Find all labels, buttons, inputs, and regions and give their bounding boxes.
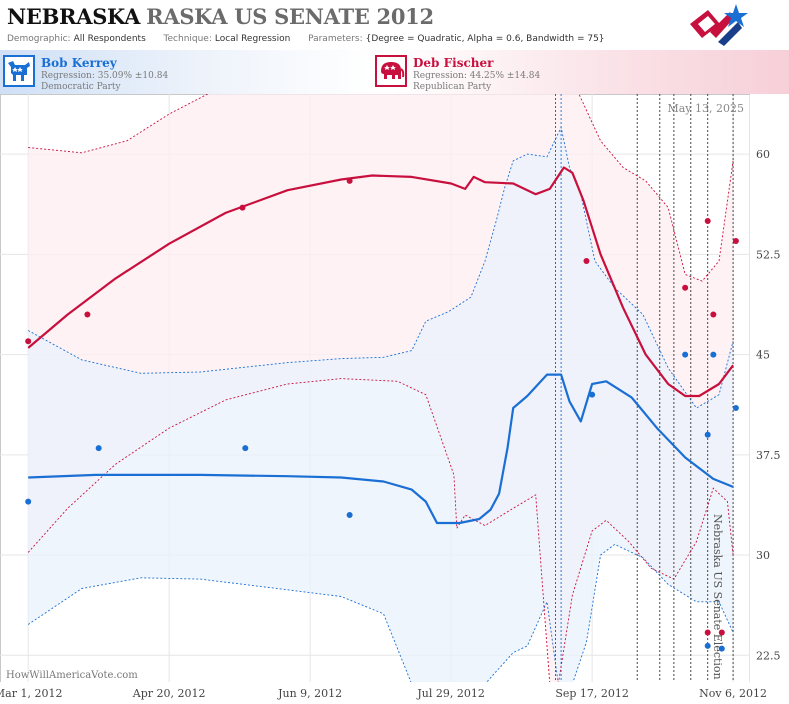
poll-chart: 22.5 30 37.5 45 52.5 60 Mar 1, 2012 Apr 20, 201… [0,94,781,700]
date-label: May 13, 2025 [667,102,744,115]
x-tick-label: Jul 29, 2012 [416,687,485,700]
poll-point-rep [710,311,717,318]
upper-bound-dem [27,126,734,409]
page-title: NEBRASKA RASKA US SENATE 2012 [7,4,434,29]
lower-bound-dem [27,543,734,682]
candidate-party: Democratic Party [41,82,121,92]
x-tick-label: Jun 9, 2012 [277,687,342,700]
plot-area [0,94,750,682]
trend-line-dem [28,373,734,525]
candidate-party: Republican Party [413,82,492,92]
poll-point-rep [25,338,32,345]
elephant-icon [375,55,407,87]
candidate-regression: Regression: 35.09% ±10.84 [41,71,169,81]
poll-point-rep [718,629,725,636]
poll-point-rep [239,204,246,211]
y-tick-label: 22.5 [756,649,781,662]
y-tick-label: 37.5 [756,449,781,462]
poll-point-dem [682,351,689,358]
chart-title: Nebraska US Senate Election [711,514,724,680]
title-state: NEBRASKA [7,4,141,29]
technique-value: Local Regression [214,34,291,44]
demographic-value: All Respondents [73,34,146,44]
candidate-name: Deb Fischer [413,56,494,70]
poll-point-dem [704,642,711,649]
y-tick-label: 45 [756,349,770,362]
confidence-band-dem [28,127,734,682]
poll-point-dem [704,431,711,438]
poll-point-rep [583,258,590,265]
parameters-line: Demographic: All Respondents Technique: Lo… [7,34,605,44]
lower-bound-rep [27,378,734,682]
y-tick-label: 30 [756,549,770,562]
poll-point-rep [346,177,353,184]
x-tick-label: Apr 20, 2012 [132,687,206,700]
poll-point-dem [242,445,249,452]
poll-point-rep [682,284,689,291]
x-tick-label: Sep 17, 2012 [555,687,629,700]
x-tick-label: Nov 6, 2012 [699,687,767,700]
poll-point-dem [589,391,596,398]
parameters-label: Parameters: [308,34,363,44]
poll-point-dem [95,445,102,452]
poll-point-rep [84,311,91,318]
y-tick-label: 60 [756,148,770,161]
poll-point-rep [704,217,711,224]
site-logo [690,4,748,46]
candidate-bar: Bob Kerrey Regression: 35.09% ±10.84 Dem… [0,50,789,94]
technique-label: Technique: [163,34,212,44]
header: NEBRASKA RASKA US SENATE 2012 Demographic… [0,0,789,50]
poll-point-rep [732,238,739,244]
title-rest: RASKA US SENATE 2012 [146,4,434,29]
donkey-icon [3,55,35,87]
poll-point-dem [718,645,725,652]
candidate-name: Bob Kerrey [41,56,117,70]
poll-point-dem [346,511,353,518]
upper-bound-rep [28,94,734,282]
poll-point-dem [710,351,717,358]
poll-point-dem [25,498,32,505]
poll-point-dem [732,405,739,412]
candidate-regression: Regression: 44.25% ±14.84 [413,71,541,81]
y-tick-label: 52.5 [756,248,781,261]
watermark: HowWillAmericaVote.com [6,670,138,681]
poll-point-rep [704,629,711,636]
parameters-value: {Degree = Quadratic, Alpha = 0.6, Bandwi… [365,34,605,44]
trend-line-rep [27,166,734,398]
x-tick-label: Mar 1, 2012 [0,687,62,700]
demographic-label: Demographic: [7,34,71,44]
